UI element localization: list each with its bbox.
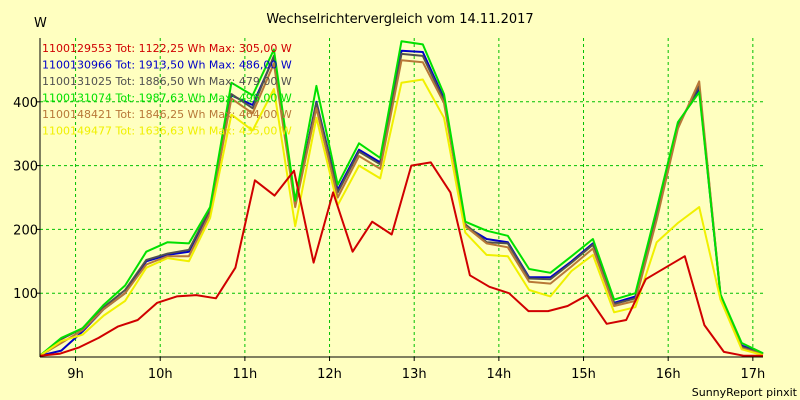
series-line-0 bbox=[39, 161, 763, 357]
x-tick-label: 14h bbox=[486, 367, 511, 382]
y-tick-label: 300 bbox=[13, 160, 38, 175]
x-tick-label: 11h bbox=[232, 367, 257, 382]
legend-entry-4: 1100148421 Tot: 1846,25 Wh Max: 464,00 W bbox=[42, 108, 292, 121]
series-lines bbox=[39, 40, 764, 357]
y-axis-ticks: 100 200 300 400 bbox=[13, 96, 40, 302]
chart-title: Wechselrichtervergleich vom 14.11.2017 bbox=[266, 12, 533, 27]
legend: 1100129553 Tot: 1122,25 Wh Max: 305,00 W… bbox=[42, 42, 292, 138]
x-tick-label: 15h bbox=[571, 367, 596, 382]
y-tick-label: 200 bbox=[13, 223, 38, 238]
x-tick-label: 9h bbox=[67, 367, 84, 382]
footer-credit: SunnyReport pinxit bbox=[692, 386, 798, 399]
x-axis-ticks: 9h 10h 11h 12h 13h 14h 15h 16h 17h bbox=[67, 357, 765, 382]
x-tick-label: 10h bbox=[148, 367, 173, 382]
y-tick-label: 100 bbox=[13, 287, 38, 302]
x-tick-label: 12h bbox=[317, 367, 342, 382]
series-line-4 bbox=[39, 59, 764, 357]
series-line-3 bbox=[39, 40, 764, 357]
x-tick-label: 17h bbox=[740, 367, 765, 382]
y-axis-label: W bbox=[34, 16, 47, 31]
legend-entry-0: 1100129553 Tot: 1122,25 Wh Max: 305,00 W bbox=[42, 42, 292, 55]
x-tick-label: 16h bbox=[656, 367, 681, 382]
grid bbox=[40, 38, 763, 357]
legend-entry-5: 1100149477 Tot: 1636,63 Wh Max: 435,00 W bbox=[42, 125, 292, 138]
x-tick-label: 13h bbox=[402, 367, 427, 382]
y-tick-label: 400 bbox=[13, 96, 38, 111]
legend-entry-2: 1100131025 Tot: 1886,50 Wh Max: 479,00 W bbox=[42, 75, 292, 88]
legend-entry-1: 1100130966 Tot: 1913,50 Wh Max: 486,00 W bbox=[42, 59, 292, 72]
legend-entry-3: 1100131074 Tot: 1987,63 Wh Max: 496,00 W bbox=[42, 92, 292, 105]
